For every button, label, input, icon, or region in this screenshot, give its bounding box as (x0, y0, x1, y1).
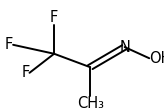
Text: F: F (50, 10, 58, 25)
Text: CH₃: CH₃ (77, 96, 104, 111)
Text: OH: OH (149, 51, 164, 66)
Text: F: F (5, 37, 13, 52)
Text: F: F (21, 65, 30, 80)
Text: N: N (119, 40, 130, 55)
